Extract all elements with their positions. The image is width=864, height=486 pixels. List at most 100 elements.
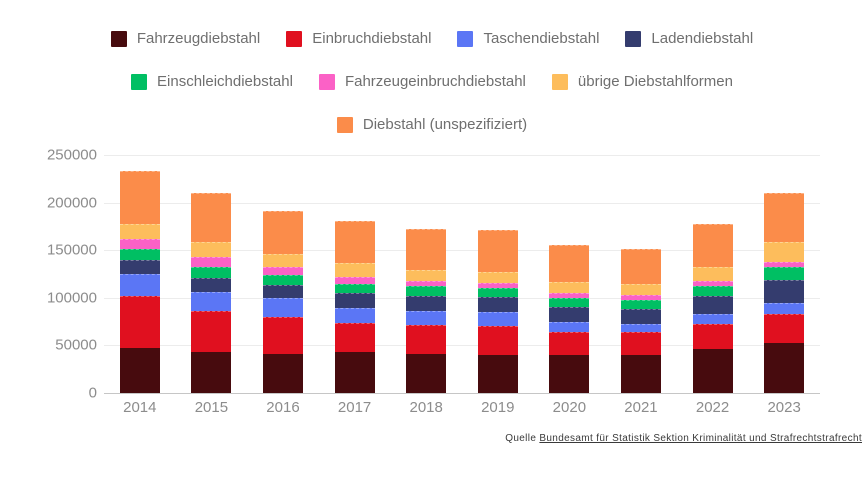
- bar-segment-diebstahl-unspezifiziert[interactable]: [620, 249, 661, 284]
- bar-segment-diebstahl-unspezifiziert[interactable]: [334, 221, 375, 264]
- bar-segment-diebstahl-unspezifiziert[interactable]: [191, 193, 232, 243]
- bar-segment-diebstahl-unspezifiziert[interactable]: [119, 170, 160, 224]
- bar-segment-einbruchdiebstahl[interactable]: [477, 326, 518, 356]
- source-link[interactable]: Bundesamt für Statistik Sektion Kriminal…: [539, 433, 862, 444]
- bar-segment-einbruchdiebstahl[interactable]: [334, 322, 375, 353]
- bar-segment-einschleichdiebstahl[interactable]: [262, 275, 303, 286]
- bar-segment-fahrzeugeinbruchdiebstahl[interactable]: [262, 266, 303, 276]
- x-tick-label: 2019: [481, 399, 515, 416]
- bar-segment-einschleichdiebstahl[interactable]: [191, 267, 232, 278]
- bar-segment-einbruchdiebstahl[interactable]: [406, 324, 447, 354]
- bar-segment-taschendiebstahl[interactable]: [692, 313, 733, 325]
- bar-segment-diebstahl-unspezifiziert[interactable]: [477, 229, 518, 273]
- bar-segment-fahrzeugdiebstahl[interactable]: [692, 349, 733, 393]
- bar-segment-ladendiebstahl[interactable]: [406, 295, 447, 311]
- bar-segment-ladendiebstahl[interactable]: [262, 285, 303, 299]
- bar-segment-fahrzeugdiebstahl[interactable]: [477, 355, 518, 393]
- bar-segment-einschleichdiebstahl[interactable]: [119, 248, 160, 260]
- bar-segment-diebstahl-unspezifiziert[interactable]: [764, 193, 805, 242]
- bar-segment-fahrzeugeinbruchdiebstahl[interactable]: [119, 238, 160, 249]
- bar-segment-einbruchdiebstahl[interactable]: [620, 332, 661, 356]
- bar-segment-ladendiebstahl[interactable]: [119, 259, 160, 275]
- bar-segment-diebstahl-unspezifiziert[interactable]: [406, 228, 447, 270]
- bar-segment-taschendiebstahl[interactable]: [334, 307, 375, 323]
- bar-segment-brige-diebstahlformen[interactable]: [549, 281, 590, 293]
- bar-segment-einschleichdiebstahl[interactable]: [549, 297, 590, 307]
- bar-segment-einschleichdiebstahl[interactable]: [620, 300, 661, 309]
- x-tick-label: 2017: [337, 399, 372, 416]
- bar-group-2023: [748, 155, 820, 393]
- bar-segment-fahrzeugeinbruchdiebstahl[interactable]: [549, 292, 590, 298]
- bar-segment-taschendiebstahl[interactable]: [620, 323, 661, 333]
- legend-item-fahrzeugeinbruchdiebstahl[interactable]: Fahrzeugeinbruchdiebstahl: [318, 73, 526, 90]
- bar-segment-brige-diebstahlformen[interactable]: [477, 272, 518, 283]
- gridline: [104, 393, 820, 394]
- bar-segment-fahrzeugeinbruchdiebstahl[interactable]: [620, 294, 661, 301]
- legend-row-2: Einschleichdiebstahl Fahrzeugeinbruchdieb…: [131, 73, 733, 90]
- bar-segment-brige-diebstahlformen[interactable]: [262, 253, 303, 267]
- bar-segment-einbruchdiebstahl[interactable]: [119, 295, 160, 349]
- bar-segment-fahrzeugdiebstahl[interactable]: [191, 351, 232, 393]
- bar-segment-einschleichdiebstahl[interactable]: [692, 285, 733, 297]
- bar-segment-einschleichdiebstahl[interactable]: [406, 286, 447, 296]
- bar-segment-taschendiebstahl[interactable]: [119, 274, 160, 296]
- bar-segment-taschendiebstahl[interactable]: [406, 310, 447, 325]
- bar-segment-brige-diebstahlformen[interactable]: [764, 241, 805, 262]
- bar-segment-einbruchdiebstahl[interactable]: [262, 317, 303, 354]
- bar-segment-einschleichdiebstahl[interactable]: [334, 283, 375, 293]
- bar-segment-ladendiebstahl[interactable]: [477, 296, 518, 313]
- legend-item-einschleichdiebstahl[interactable]: Einschleichdiebstahl: [131, 73, 293, 90]
- legend-item-diebstahl-unspezifiziert[interactable]: Diebstahl (unspezifiziert): [336, 116, 527, 133]
- bar-segment-ladendiebstahl[interactable]: [764, 280, 805, 304]
- bar-segment-einbruchdiebstahl[interactable]: [191, 310, 232, 352]
- bar-segment-fahrzeugdiebstahl[interactable]: [406, 353, 447, 393]
- bar-2016: [262, 210, 303, 393]
- bar-segment-ladendiebstahl[interactable]: [620, 308, 661, 324]
- bar-segment-diebstahl-unspezifiziert[interactable]: [549, 245, 590, 282]
- bar-segment-fahrzeugeinbruchdiebstahl[interactable]: [334, 276, 375, 284]
- bar-segment-brige-diebstahlformen[interactable]: [620, 283, 661, 295]
- legend-item-brige-diebstahlformen[interactable]: übrige Diebstahlformen: [551, 73, 733, 90]
- bar-segment-fahrzeugdiebstahl[interactable]: [620, 355, 661, 393]
- bar-segment-fahrzeugeinbruchdiebstahl[interactable]: [477, 282, 518, 288]
- bar-segment-fahrzeugdiebstahl[interactable]: [764, 343, 805, 393]
- bar-segment-taschendiebstahl[interactable]: [549, 322, 590, 332]
- bar-segment-ladendiebstahl[interactable]: [549, 306, 590, 323]
- bar-segment-brige-diebstahlformen[interactable]: [334, 263, 375, 277]
- bar-segment-fahrzeugdiebstahl[interactable]: [334, 352, 375, 393]
- bar-segment-fahrzeugeinbruchdiebstahl[interactable]: [191, 257, 232, 268]
- bar-segment-taschendiebstahl[interactable]: [764, 303, 805, 315]
- bar-2021: [620, 249, 661, 393]
- bar-segment-ladendiebstahl[interactable]: [692, 296, 733, 314]
- bar-segment-diebstahl-unspezifiziert[interactable]: [692, 224, 733, 267]
- bar-segment-taschendiebstahl[interactable]: [262, 298, 303, 318]
- y-tick-label: 150000: [46, 241, 97, 259]
- bar-segment-taschendiebstahl[interactable]: [191, 291, 232, 311]
- bar-segment-brige-diebstahlformen[interactable]: [692, 266, 733, 281]
- legend-item-taschendiebstahl[interactable]: Taschendiebstahl: [457, 30, 599, 47]
- bar-segment-brige-diebstahlformen[interactable]: [119, 223, 160, 239]
- bar-segment-fahrzeugdiebstahl[interactable]: [262, 353, 303, 393]
- bar-group-2022: [677, 155, 749, 393]
- bar-segment-einschleichdiebstahl[interactable]: [477, 287, 518, 297]
- legend-row-3: Diebstahl (unspezifiziert): [336, 116, 527, 133]
- bar-segment-ladendiebstahl[interactable]: [334, 292, 375, 308]
- bar-segment-fahrzeugeinbruchdiebstahl[interactable]: [764, 261, 805, 268]
- bar-segment-ladendiebstahl[interactable]: [191, 277, 232, 292]
- bar-segment-brige-diebstahlformen[interactable]: [191, 242, 232, 258]
- legend-item-fahrzeugdiebstahl[interactable]: Fahrzeugdiebstahl: [110, 30, 260, 47]
- bar-segment-diebstahl-unspezifiziert[interactable]: [262, 210, 303, 254]
- bar-segment-brige-diebstahlformen[interactable]: [406, 269, 447, 282]
- bar-segment-einbruchdiebstahl[interactable]: [764, 314, 805, 343]
- gridline: [104, 155, 820, 156]
- bar-segment-fahrzeugeinbruchdiebstahl[interactable]: [406, 281, 447, 287]
- bar-segment-fahrzeugdiebstahl[interactable]: [119, 348, 160, 393]
- bar-segment-einbruchdiebstahl[interactable]: [692, 324, 733, 350]
- legend-item-ladendiebstahl[interactable]: Ladendiebstahl: [625, 30, 753, 47]
- legend-item-einbruchdiebstahl[interactable]: Einbruchdiebstahl: [286, 30, 431, 47]
- bar-segment-einbruchdiebstahl[interactable]: [549, 331, 590, 356]
- bar-segment-taschendiebstahl[interactable]: [477, 312, 518, 327]
- bar-segment-einschleichdiebstahl[interactable]: [764, 267, 805, 281]
- bar-segment-fahrzeugeinbruchdiebstahl[interactable]: [692, 280, 733, 286]
- bar-segment-fahrzeugdiebstahl[interactable]: [549, 355, 590, 393]
